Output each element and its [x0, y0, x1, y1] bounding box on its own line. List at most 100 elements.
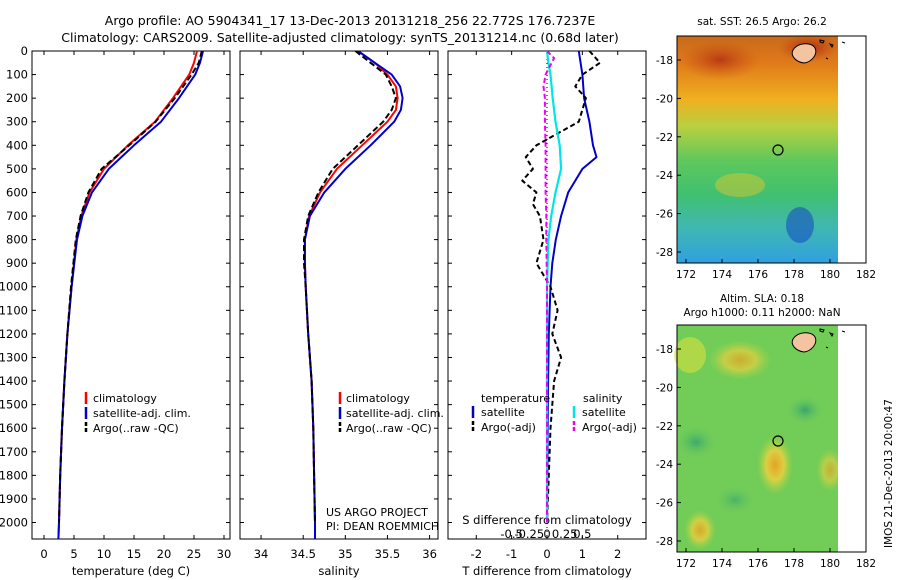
- argo-line: [303, 51, 397, 523]
- sla-high-patch: [708, 340, 772, 380]
- lon-tick-label: 172: [676, 558, 696, 570]
- lat-tick-label: -24: [656, 170, 673, 182]
- temperature-x-axis: 0 5 10 15 20 25 30: [40, 51, 231, 561]
- difference-legend: temperature salinity satellite Argo(-adj…: [471, 392, 637, 434]
- lat-tick-label: -18: [656, 344, 673, 356]
- depth-tick-label: 1400: [0, 374, 28, 388]
- sla-map: [674, 324, 867, 553]
- credit-line-1: US ARGO PROJECT: [326, 506, 428, 519]
- x-tick-label: -2: [471, 547, 482, 561]
- t-difference-x-axis: -2 -1 0 1 2: [471, 51, 621, 561]
- legend-label-climatology: climatology: [93, 392, 157, 405]
- difference-series: [521, 51, 601, 539]
- lat-tick-label: -24: [656, 459, 673, 471]
- legend-label-s-argo: Argo(-adj): [582, 421, 637, 434]
- salinity-legend: climatology satellite-adj. clim. Argo(..…: [338, 392, 444, 435]
- fiji-island-shape: [791, 332, 817, 353]
- lon-tick-label: 176: [748, 269, 768, 281]
- depth-tick-label: 300: [6, 115, 28, 129]
- depth-tick-label: 2000: [0, 515, 28, 529]
- legend-label-argo: Argo(..raw -QC): [346, 422, 432, 435]
- temperature-plot-frame: [31, 50, 231, 540]
- depth-tick-label: 1800: [0, 468, 28, 482]
- temperature-axis-label: temperature (deg C): [72, 564, 190, 578]
- depth-tick-label: 1600: [0, 421, 28, 435]
- s-argo-diff-line: [542, 51, 556, 523]
- x-tick-label: 20: [157, 547, 172, 561]
- legend-label-satellite: satellite-adj. clim.: [93, 407, 191, 420]
- depth-tick-label: 900: [6, 256, 28, 270]
- salinity-axis-label: salinity: [318, 564, 359, 578]
- legend-label-t-argo: Argo(-adj): [481, 421, 536, 434]
- t-argo-diff-line: [521, 51, 601, 523]
- depth-tick-label: 100: [6, 68, 28, 82]
- temperature-legend: climatology satellite-adj. clim. Argo(..…: [84, 392, 191, 435]
- legend-label-argo: Argo(..raw -QC): [93, 422, 179, 435]
- sla-high-patch: [816, 448, 844, 492]
- sla-map-title-2: Argo h1000: 0.11 h2000: NaN: [683, 307, 840, 319]
- x-tick-label: -1: [506, 547, 517, 561]
- x-tick-label: 15: [127, 547, 142, 561]
- x-tick-label: 10: [97, 547, 112, 561]
- sla-map-title-1: Altim. SLA: 0.18: [720, 293, 804, 305]
- sla-low-patch: [715, 486, 755, 514]
- x-tick-label: 35: [338, 547, 353, 561]
- s-diff-tick-label: -0.5: [500, 527, 522, 541]
- depth-tick-label: 1300: [0, 350, 28, 364]
- depth-tick-label: 1500: [0, 398, 28, 412]
- lat-tick-label: -28: [656, 247, 673, 259]
- sst-map-title: sat. SST: 26.5 Argo: 26.2: [697, 16, 827, 28]
- title-line-1: Argo profile: AO 5904341_17 13-Dec-2013 …: [105, 13, 596, 28]
- depth-tick-label: 0: [21, 44, 28, 58]
- lat-tick-label: -28: [656, 536, 673, 548]
- lon-tick-label: 178: [784, 269, 804, 281]
- lat-tick-label: -26: [656, 209, 673, 221]
- argo-line: [58, 51, 203, 523]
- depth-tick-label: 1700: [0, 445, 28, 459]
- depth-tick-label: 800: [6, 233, 28, 247]
- depth-tick-label: 1000: [0, 280, 28, 294]
- lon-tick-label: 180: [820, 269, 840, 281]
- x-tick-label: 5: [70, 547, 77, 561]
- s-diff-tick-label: 0.5: [573, 527, 591, 541]
- salinity-x-axis: 34 34.5 35 35.5 36: [254, 51, 437, 561]
- s-diff-tick-label: -0.25: [514, 527, 544, 541]
- float-position-marker: [772, 435, 784, 447]
- sst-map: [676, 34, 867, 264]
- lon-tick-label: 182: [856, 269, 876, 281]
- sla-low-patch: [787, 396, 823, 424]
- lat-tick-label: -26: [656, 498, 673, 510]
- lat-tick-label: -20: [656, 382, 673, 394]
- lat-tick-label: -22: [656, 421, 673, 433]
- lon-tick-label: 174: [712, 558, 732, 570]
- lon-tick-label: 180: [820, 558, 840, 570]
- depth-axis: 0 100 200 300 400 500 600 700 800 900 1000 1100 1200…: [0, 44, 646, 529]
- x-tick-label: 2: [614, 547, 621, 561]
- x-tick-label: 0: [543, 547, 550, 561]
- depth-tick-label: 500: [6, 162, 28, 176]
- legend-label-t-satellite: satellite: [481, 406, 525, 419]
- x-tick-label: 34.5: [290, 547, 316, 561]
- depth-tick-label: 400: [6, 138, 28, 152]
- depth-tick-label: 1900: [0, 492, 28, 506]
- sst-cold-patch: [786, 207, 814, 243]
- x-tick-label: 34: [254, 547, 269, 561]
- x-tick-label: 25: [187, 547, 202, 561]
- s-difference-x-axis: -0.5-0.25 0 0.250.5: [500, 527, 591, 541]
- small-islands-shape: [819, 39, 846, 60]
- x-tick-label: 1: [579, 547, 586, 561]
- legend-header-salinity: salinity: [583, 392, 623, 405]
- x-tick-label: 0: [40, 547, 47, 561]
- temperature-series: [57, 51, 204, 539]
- fiji-island-shape: [791, 43, 817, 64]
- sla-map-blank: [838, 325, 866, 552]
- depth-tick-label: 200: [6, 91, 28, 105]
- s-diff-tick-label: 0.25: [552, 527, 578, 541]
- salinity-plot-frame: [239, 50, 439, 540]
- lon-tick-label: 182: [856, 558, 876, 570]
- lat-tick-label: -18: [656, 55, 673, 67]
- salinity-series: [303, 51, 404, 539]
- s-diff-tick-label: 0: [543, 527, 550, 541]
